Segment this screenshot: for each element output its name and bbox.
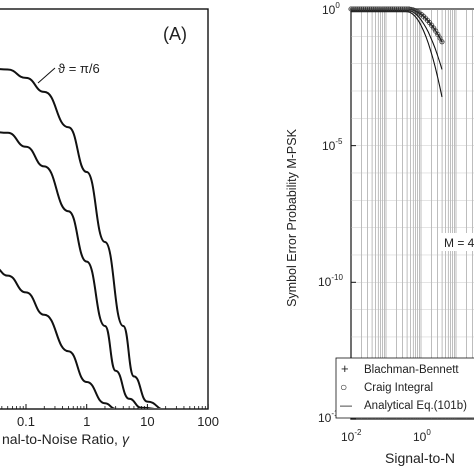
x-tick-label: 0.1 <box>17 414 35 429</box>
annotation-leader-line <box>37 67 56 84</box>
blachman-marker <box>429 23 434 28</box>
legend-entry-blachman-bennett: + Blachman-Bennett <box>341 361 459 376</box>
panel-b-frame <box>350 8 474 420</box>
legend: + Blachman-Bennett ○ Craig Integral — An… <box>335 357 474 419</box>
x-tick-label: 100 <box>197 414 219 429</box>
annotation-m-bg <box>441 233 474 251</box>
legend-marker-circle: ○ <box>340 380 347 394</box>
series-line-2 <box>0 131 155 408</box>
legend-label: Craig Integral <box>364 382 433 394</box>
panel-a-frame <box>0 8 209 410</box>
panel-a-label: (A) <box>163 24 187 44</box>
legend-label: Blachman-Bennett <box>364 364 459 376</box>
legend-label: Analytical Eq.(101b) <box>364 400 467 412</box>
x-tick-label: 1 <box>83 414 90 429</box>
series-line-3 <box>0 268 119 408</box>
y-tick-label: 10-10 <box>318 273 343 289</box>
blachman-marker <box>433 29 438 34</box>
y-tick-label: 10-5 <box>322 137 343 153</box>
annotation-m: M = 4 <box>444 236 474 250</box>
series-line-1 <box>0 68 162 408</box>
panel-a-x-ticks: 0.1 1 10 100 <box>1 404 219 429</box>
error-curve-3 <box>351 11 443 98</box>
panel-b: 100 10-5 10-10 10-15 10-2 100 Symbol Err… <box>285 1 474 466</box>
panel-a: (A) 0.1 1 10 100 ϑ = π/6 nal-to-Noise Ratio… <box>0 8 219 447</box>
blachman-marker <box>437 36 442 41</box>
legend-marker-line: — <box>340 398 352 412</box>
legend-box <box>335 357 474 419</box>
annotation-theta: ϑ = π/6 <box>58 61 100 76</box>
blachman-marker <box>440 39 444 44</box>
panel-a-curves <box>0 68 162 408</box>
blachman-marker <box>435 32 440 37</box>
blachman-marker <box>431 26 436 31</box>
panel-b-x-axis-label: Signal-to-N <box>385 450 455 466</box>
panel-b-curves <box>348 6 445 98</box>
x-tick-label: 10-2 <box>341 428 362 444</box>
legend-entry-craig-integral: ○ Craig Integral <box>340 380 433 394</box>
x-tick-label: 100 <box>413 428 431 444</box>
panel-a-x-axis-label: nal-to-Noise Ratio, γ <box>2 431 130 447</box>
craig-marker <box>437 35 443 41</box>
panel-b-y-axis-label: Symbol Error Probability M-PSK <box>285 128 299 306</box>
x-tick-label: 10 <box>140 414 154 429</box>
legend-entry-analytical: — Analytical Eq.(101b) <box>340 398 467 412</box>
y-tick-label: 100 <box>322 1 340 17</box>
panel-b-grid <box>350 8 474 420</box>
craig-marker <box>439 39 445 45</box>
legend-marker-plus: + <box>341 361 349 376</box>
